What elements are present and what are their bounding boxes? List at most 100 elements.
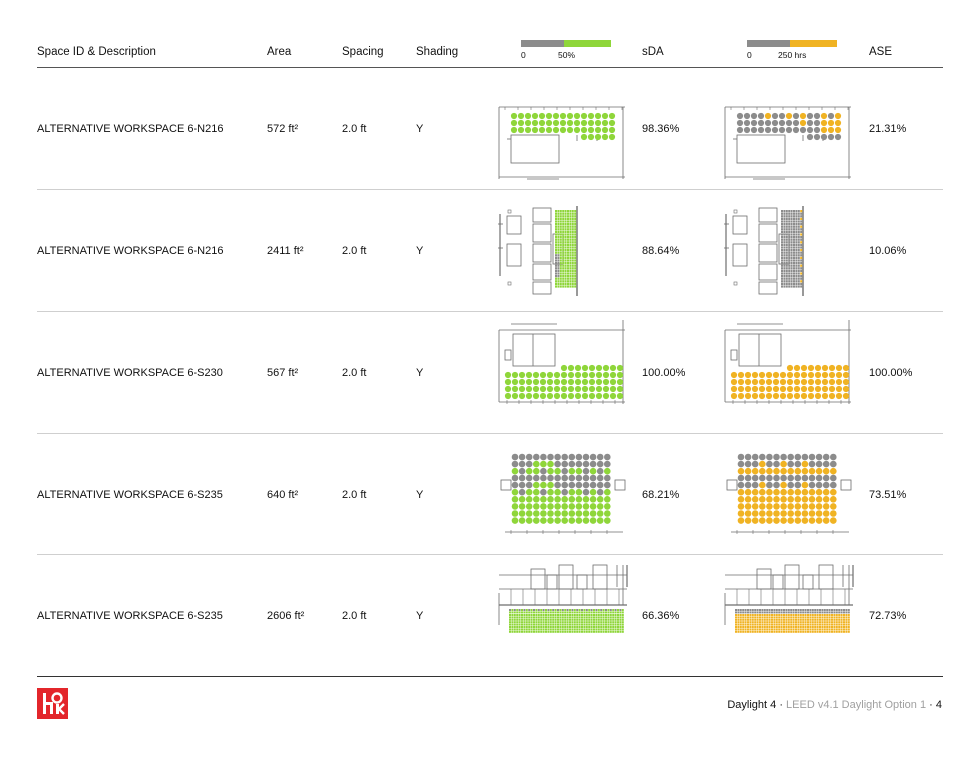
sensor-point xyxy=(525,392,533,400)
sensor-point xyxy=(795,626,797,628)
sensor-point xyxy=(790,280,793,283)
sensor-point xyxy=(833,618,836,621)
sensor-point xyxy=(737,467,745,475)
sensor-point xyxy=(557,285,560,288)
sensor-point xyxy=(545,119,553,127)
sensor-point xyxy=(540,623,543,626)
sensor-point xyxy=(838,626,841,628)
sensor-point xyxy=(830,467,837,475)
sensor-point xyxy=(845,621,848,624)
sensor-point xyxy=(580,119,588,127)
sensor-point xyxy=(788,230,791,233)
sensor-point xyxy=(816,623,819,626)
sensor-point xyxy=(557,626,559,628)
sensor-point xyxy=(797,616,800,619)
sensor-point xyxy=(540,626,543,628)
sensor-point xyxy=(553,385,561,393)
sensor-point xyxy=(788,249,791,252)
sensor-point xyxy=(799,611,802,614)
sensor-point xyxy=(518,510,526,517)
sensor-point xyxy=(575,467,583,475)
sensor-point xyxy=(793,275,795,278)
sensor-point xyxy=(511,474,519,482)
sensor-point xyxy=(737,611,740,614)
sensor-point xyxy=(804,618,807,621)
sensor-point xyxy=(845,630,848,633)
sensor-point xyxy=(567,385,575,393)
sensor-point xyxy=(787,611,790,614)
sensor-point xyxy=(790,228,793,231)
sensor-point xyxy=(783,267,786,270)
sensor-point xyxy=(783,212,786,215)
sensor-point xyxy=(749,614,752,616)
sensor-point xyxy=(843,609,845,611)
sensor-point xyxy=(759,611,761,614)
sensor-point xyxy=(617,626,619,628)
sensor-point xyxy=(575,453,583,461)
sensor-point xyxy=(554,496,561,503)
sensor-point xyxy=(757,119,765,127)
area-cell: 567 ft² xyxy=(267,367,299,379)
sensor-point xyxy=(539,371,547,379)
sensor-point xyxy=(552,621,555,624)
sensor-point xyxy=(564,621,567,624)
sensor-point xyxy=(571,210,574,213)
sensor-point xyxy=(566,112,574,120)
sensor-point xyxy=(575,503,583,510)
sensor-point xyxy=(525,517,533,524)
sensor-point xyxy=(525,488,533,496)
sensor-point xyxy=(596,460,604,468)
header-shading: Shading xyxy=(416,46,459,58)
sensor-point xyxy=(518,460,526,468)
sensor-point xyxy=(585,630,588,633)
sensor-point xyxy=(547,621,550,624)
sensor-point xyxy=(797,626,800,628)
sensor-point xyxy=(787,626,790,628)
sensor-point xyxy=(593,609,595,611)
sensor-point xyxy=(564,609,567,611)
sensor-point xyxy=(807,621,809,624)
sensor-point xyxy=(793,212,795,215)
sensor-point xyxy=(744,517,752,524)
sensor-point xyxy=(799,618,802,621)
sensor-point xyxy=(790,626,793,628)
sensor-point xyxy=(790,251,793,254)
sensor-point xyxy=(582,496,590,503)
sensor-point xyxy=(780,626,783,628)
sensor-point xyxy=(788,215,791,218)
sensor-point xyxy=(788,246,791,249)
sensor-point xyxy=(574,246,577,249)
sensor-point xyxy=(799,126,807,134)
sensor-point xyxy=(594,133,602,141)
sensor-point xyxy=(562,280,565,283)
area-cell: 640 ft² xyxy=(267,489,299,501)
sensor-point xyxy=(540,628,543,631)
sensor-point xyxy=(557,223,560,226)
sensor-point xyxy=(574,364,582,372)
sensor-point xyxy=(562,246,565,249)
sensor-point xyxy=(800,269,803,272)
sensor-point xyxy=(735,609,737,611)
sensor-point xyxy=(559,212,562,215)
sensor-point xyxy=(808,496,816,503)
sensor-point xyxy=(781,246,783,249)
sensor-point xyxy=(609,618,612,621)
sensor-point xyxy=(521,618,523,621)
sensor-point xyxy=(744,371,752,379)
sensor-point xyxy=(621,614,624,616)
sensor-point xyxy=(523,628,526,631)
sensor-point xyxy=(785,628,788,631)
sensor-point xyxy=(595,621,598,624)
sensor-point xyxy=(567,230,569,233)
sensor-point xyxy=(535,614,538,616)
sensor-point xyxy=(749,611,752,614)
sensor-point xyxy=(845,618,848,621)
sensor-point xyxy=(737,609,740,611)
sensor-point xyxy=(555,280,557,283)
sensor-point xyxy=(537,609,540,611)
sensor-point xyxy=(781,210,783,213)
sensor-point xyxy=(567,259,569,262)
sensor-point xyxy=(564,236,567,239)
sensor-point xyxy=(759,614,761,616)
sensor-point xyxy=(781,217,783,220)
